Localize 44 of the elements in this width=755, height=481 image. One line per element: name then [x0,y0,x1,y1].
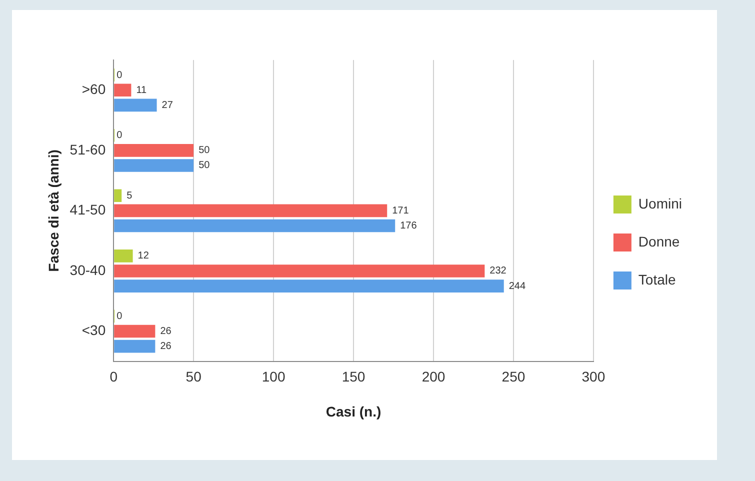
bar [114,98,157,112]
x-tick-label: 100 [262,368,286,385]
legend-label: Uomini [638,195,682,212]
data-label: 176 [400,220,418,232]
y-tick-label: <30 [82,322,106,338]
x-tick-label: 0 [110,368,118,385]
bar [114,324,156,338]
x-tick-label: 250 [502,368,526,385]
data-label: 11 [136,84,148,96]
legend-label: Totale [638,271,676,288]
y-tick-label: 41-50 [70,202,106,218]
y-axis-title: Fasce di età (anni) [45,150,62,272]
bar [114,204,388,218]
data-label: 5 [126,190,133,202]
bar [114,159,194,172]
data-label: 171 [392,205,410,216]
data-label: 0 [116,70,123,81]
y-tick-label: 51-60 [70,141,106,158]
data-label: 50 [198,160,210,172]
data-label: 232 [490,266,507,277]
x-tick-label: 200 [422,368,446,385]
bar [114,264,485,278]
bar [114,84,132,97]
bar [114,280,504,292]
y-tick-label: >60 [82,81,106,97]
bar [114,250,133,262]
data-label: 0 [116,310,123,322]
data-label: 26 [160,326,172,338]
data-label: 0 [116,130,123,142]
x-tick-label: 300 [582,368,606,385]
bar [114,144,194,157]
x-tick-label: 150 [342,368,366,385]
legend-label: Donne [638,233,680,250]
y-tick-label: 30-40 [70,262,106,278]
data-label: 50 [198,145,210,156]
data-label: 27 [162,100,174,111]
data-label: 26 [160,341,172,352]
x-tick-label: 50 [186,368,202,385]
bar [114,219,396,232]
data-label: 244 [508,280,526,292]
data-label: 12 [138,250,150,262]
bar [114,189,122,202]
bar [114,340,156,353]
x-axis-title: Casi (n.) [326,403,382,420]
